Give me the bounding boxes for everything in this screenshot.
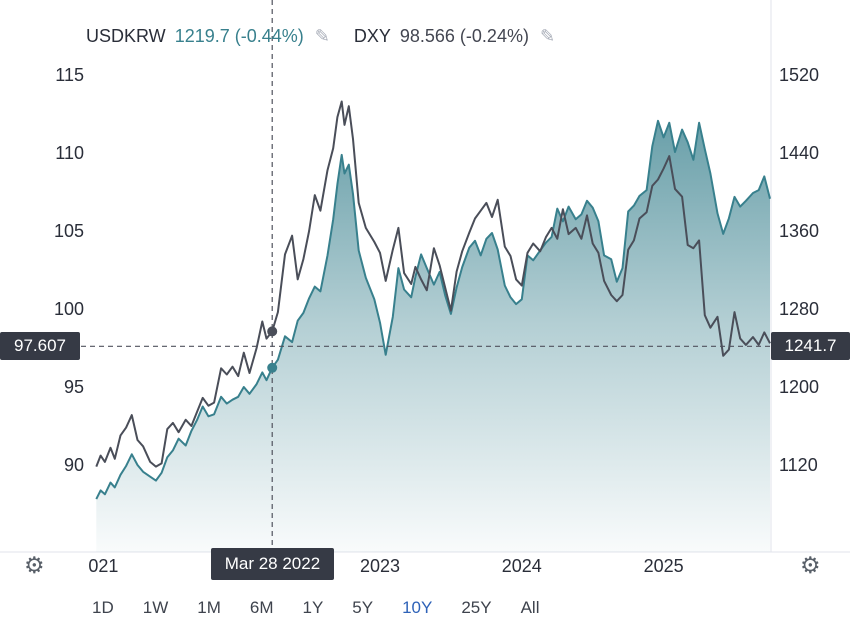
range-button-6m[interactable]: 6M	[249, 598, 274, 617]
left-axis-tick: 100	[53, 299, 84, 319]
legend-usdkrw-symbol[interactable]: USDKRW	[86, 26, 166, 46]
range-button-1m[interactable]: 1M	[197, 598, 221, 617]
range-button-1w[interactable]: 1W	[142, 598, 169, 617]
price-chart-canvas[interactable]	[0, 0, 850, 592]
usdkrw-line	[95, 119, 771, 500]
left-scale-settings-gear-icon[interactable]: ⚙	[24, 552, 45, 578]
legend-dxy-value: 98.566 (-0.24%)	[399, 26, 529, 46]
left-axis-tick: 95	[63, 377, 84, 397]
time-axis-tick: 021	[88, 556, 119, 576]
time-axis-tick: 2024	[501, 556, 542, 576]
range-button-10y[interactable]: 10Y	[402, 598, 433, 617]
right-axis-tick: 1360	[779, 221, 820, 241]
usdkrw-crosshair-dot	[267, 362, 278, 373]
right-axis-tick: 1120	[779, 455, 818, 475]
range-button-25y[interactable]: 25Y	[461, 598, 492, 617]
legend-dxy-symbol[interactable]: DXY	[353, 26, 391, 46]
crosshair-right-price-label: 1241.7	[771, 332, 850, 361]
range-toolbar: 1D 1W 1M 6M 1Y 5Y 10Y 25Y All	[92, 598, 539, 618]
edit-usdkrw-icon[interactable]: ✎	[314, 26, 330, 46]
range-button-all[interactable]: All	[520, 598, 540, 617]
right-scale-settings-gear-icon[interactable]: ⚙	[800, 552, 821, 578]
dxy-line	[95, 100, 771, 468]
time-axis-tick: 2023	[359, 556, 401, 576]
left-axis-tick: 105	[53, 221, 84, 241]
right-axis-tick: 1280	[779, 299, 820, 319]
legend: USDKRW 1219.7 (-0.44%) ✎ DXY 98.566 (-0.…	[86, 26, 555, 47]
left-axis-tick: 90	[63, 455, 84, 475]
right-axis-tick: 1440	[779, 143, 820, 163]
range-button-1d[interactable]: 1D	[92, 598, 114, 617]
left-axis-tick: 115	[55, 65, 84, 85]
usdkrw-area	[96, 120, 771, 553]
time-axis-tick: 2025	[643, 556, 684, 576]
crosshair-date-label: Mar 28 2022	[210, 548, 335, 580]
right-axis-tick: 1520	[779, 65, 820, 85]
crosshair-left-price-label: 97.607	[0, 332, 80, 361]
left-axis-tick: 110	[55, 143, 84, 163]
right-axis-tick: 1200	[779, 377, 820, 397]
range-button-1y[interactable]: 1Y	[302, 598, 324, 617]
edit-dxy-icon[interactable]: ✎	[539, 26, 556, 46]
dxy-crosshair-dot	[267, 326, 278, 337]
legend-usdkrw-value: 1219.7 (-0.44%)	[174, 26, 304, 46]
range-button-5y[interactable]: 5Y	[352, 598, 374, 617]
